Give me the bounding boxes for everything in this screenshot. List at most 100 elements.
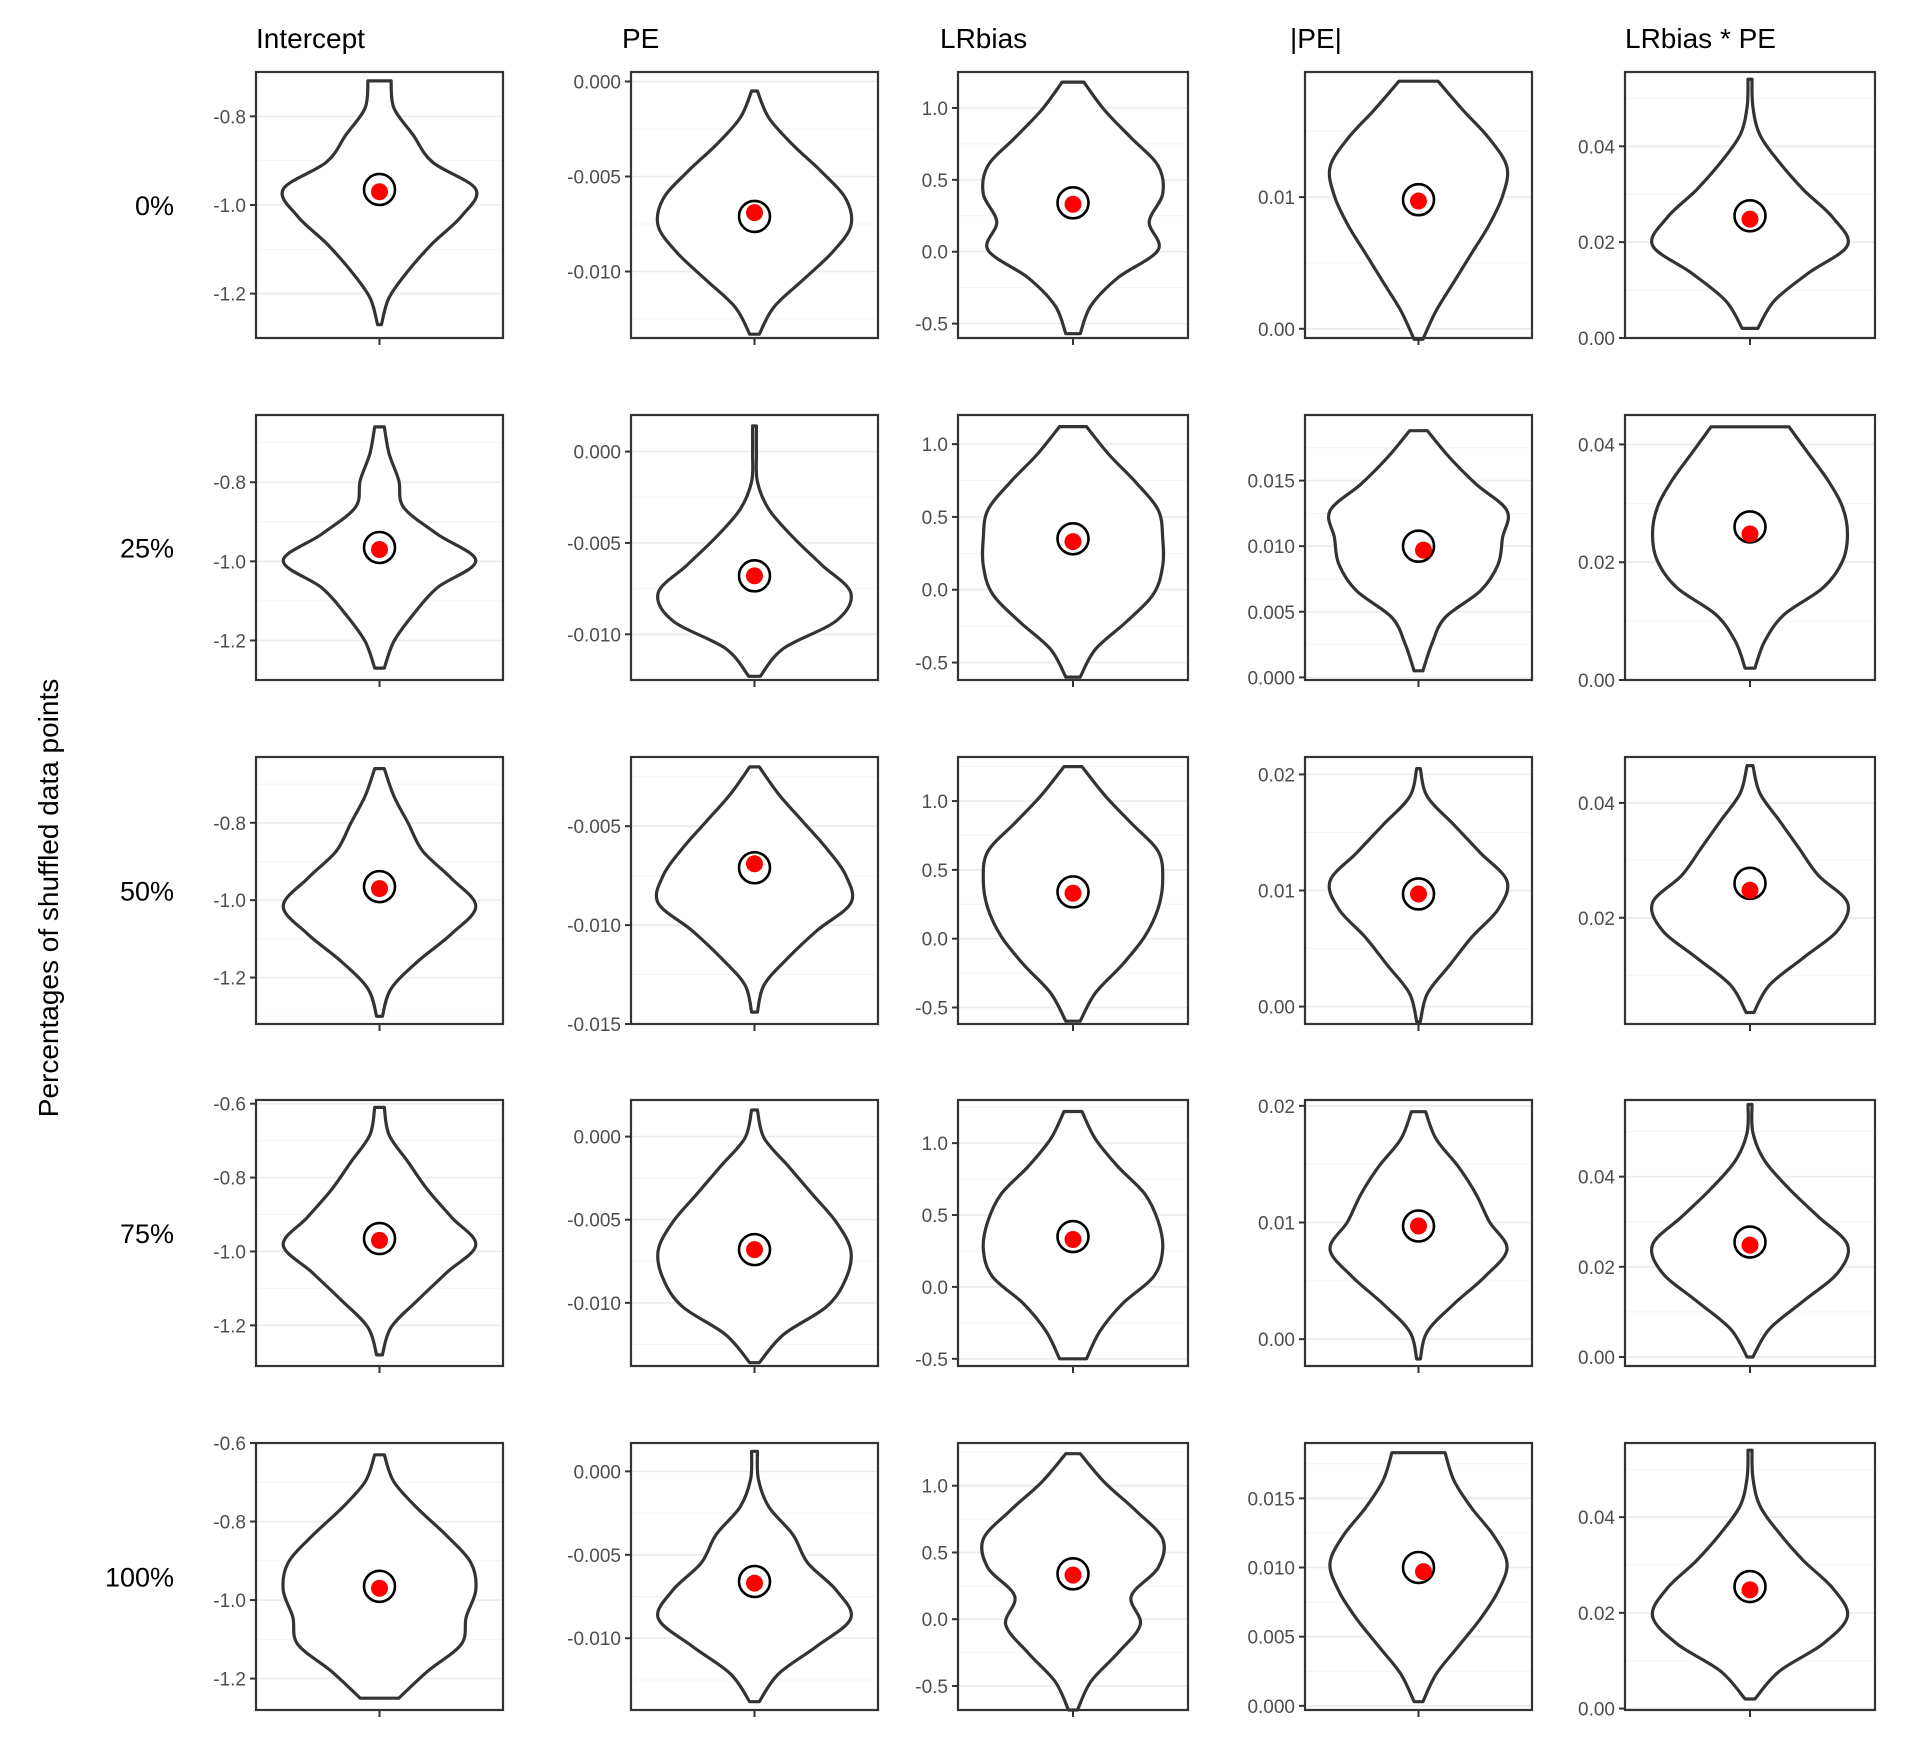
estimate-point — [1741, 1236, 1759, 1254]
panel-3-1: -0.010 -0.005 0.000 — [567, 1098, 880, 1373]
violin-shape — [1327, 79, 1510, 341]
panel-border — [1623, 413, 1877, 682]
panel-border — [1303, 755, 1534, 1026]
y-tick-label: 0.5 — [922, 861, 948, 882]
y-tick-label: 0.02 — [1258, 1097, 1295, 1118]
y-tick-label: 0.5 — [922, 171, 948, 192]
estimate-point — [746, 1574, 763, 1592]
y-tick-label: -1.2 — [213, 285, 246, 306]
estimate-point — [371, 540, 388, 558]
y-tick-label: -1.0 — [213, 891, 246, 912]
violin-shape — [654, 765, 855, 1014]
panel-border — [254, 413, 505, 682]
panel-border — [254, 1441, 505, 1712]
y-tick-label: -0.010 — [567, 916, 621, 937]
row-labels: 0% 25% 50% 75% 100% — [105, 191, 174, 1593]
panel-border — [956, 70, 1190, 340]
y-tick-label: 0.04 — [1578, 435, 1615, 456]
y-tick-label: 0.02 — [1578, 1258, 1615, 1279]
column-title: LRbias — [940, 23, 1027, 54]
estimate-point — [1064, 533, 1082, 551]
summary-ring — [1401, 1550, 1436, 1585]
summary-ring — [1056, 521, 1090, 556]
panel-2-4: 0.02 0.04 — [1578, 755, 1877, 1031]
violin-shape — [980, 425, 1166, 679]
estimate-point — [1741, 881, 1759, 899]
y-tick-label: -0.010 — [567, 263, 621, 284]
panel-border — [1623, 1441, 1877, 1712]
violin-shape — [656, 424, 853, 678]
panel-0-3: 0.00 0.01 — [1258, 70, 1534, 345]
y-tick-label: 1.0 — [922, 1477, 948, 1498]
panel-border — [956, 1441, 1190, 1712]
summary-ring — [737, 559, 772, 593]
column-titles: Intercept PE LRbias |PE| LRbias * PE — [256, 23, 1776, 54]
estimate-point — [1064, 1566, 1082, 1584]
y-tick-label: -1.2 — [213, 1316, 246, 1337]
panel-border — [1623, 755, 1877, 1026]
y-tick-label: 1.0 — [922, 99, 948, 120]
violin-shape — [280, 79, 479, 327]
y-tick-label: -0.8 — [213, 473, 246, 494]
y-tick-label: -0.005 — [567, 1546, 621, 1567]
summary-ring — [1733, 198, 1767, 233]
panel-0-1: -0.010 -0.005 0.000 — [567, 70, 880, 345]
panel-1-3: 0.000 0.005 0.010 0.015 — [1247, 413, 1534, 689]
estimate-point — [1415, 541, 1432, 559]
summary-ring — [1733, 1225, 1767, 1259]
estimate-point — [371, 880, 388, 898]
panel-1-4: 0.00 0.02 0.04 — [1578, 413, 1877, 692]
violin-shape — [1650, 425, 1850, 670]
summary-ring — [1056, 875, 1090, 909]
estimate-point — [371, 183, 388, 201]
y-tick-label: 0.00 — [1578, 329, 1615, 350]
y-tick-label: -1.0 — [213, 552, 246, 573]
panels: -1.2 -1.0 -0.8 -0.010 -0.005 0.000 -0.5 0.0 0.5 1… — [213, 70, 1877, 1721]
panel-border — [1303, 1098, 1534, 1368]
panel-border — [1303, 413, 1534, 682]
y-tick-label: 0.000 — [573, 1128, 621, 1149]
y-tick-label: 0.010 — [1247, 537, 1295, 558]
summary-ring — [1401, 182, 1436, 217]
y-tick-label: 1.0 — [922, 435, 948, 456]
estimate-point — [1410, 1217, 1427, 1235]
estimate-point — [371, 1231, 388, 1249]
y-tick-label: -0.005 — [567, 168, 621, 189]
y-tick-label: -0.005 — [567, 534, 621, 555]
estimate-point — [1410, 885, 1427, 903]
panel-border — [629, 70, 880, 340]
panel-0-2: -0.5 0.0 0.5 1.0 — [915, 70, 1190, 345]
summary-ring — [737, 1232, 772, 1267]
panel-4-1: -0.010 -0.005 0.000 — [567, 1441, 880, 1717]
panel-border — [1303, 1441, 1534, 1712]
y-tick-label: 0.0 — [922, 1610, 948, 1631]
estimate-point — [1064, 884, 1082, 902]
panel-3-4: 0.00 0.02 0.04 — [1578, 1098, 1877, 1373]
panel-border — [1623, 70, 1877, 340]
y-tick-label: 0.00 — [1578, 1700, 1615, 1721]
panel-border — [629, 413, 880, 682]
y-tick-label: 0.04 — [1578, 1508, 1615, 1529]
panel-border — [254, 755, 505, 1026]
y-tick-label: 1.0 — [922, 792, 948, 813]
y-tick-label: -0.8 — [213, 107, 246, 128]
violin-shape — [1650, 77, 1850, 330]
panel-1-0: -1.2 -1.0 -0.8 — [213, 413, 505, 687]
y-tick-label: -0.5 — [915, 654, 948, 675]
y-tick-label: 0.02 — [1258, 765, 1295, 786]
panel-border — [629, 755, 880, 1026]
y-tick-label: -0.6 — [213, 1095, 246, 1116]
y-tick-label: 0.04 — [1578, 1168, 1615, 1189]
y-tick-label: -0.005 — [567, 817, 621, 838]
row-label: 0% — [135, 191, 174, 221]
y-tick-label: 0.015 — [1247, 1489, 1295, 1510]
panel-2-3: 0.00 0.01 0.02 — [1258, 755, 1534, 1031]
panel-4-0: -1.2 -1.0 -0.8 -0.6 — [213, 1434, 505, 1717]
y-tick-label: 0.00 — [1578, 1348, 1615, 1369]
y-axis-title: Percentages of shuffled data points — [33, 679, 64, 1117]
y-tick-label: -1.2 — [213, 631, 246, 652]
y-tick-label: -1.0 — [213, 1242, 246, 1263]
y-tick-label: 0.0 — [922, 243, 948, 264]
y-tick-label: -0.5 — [915, 1350, 948, 1371]
